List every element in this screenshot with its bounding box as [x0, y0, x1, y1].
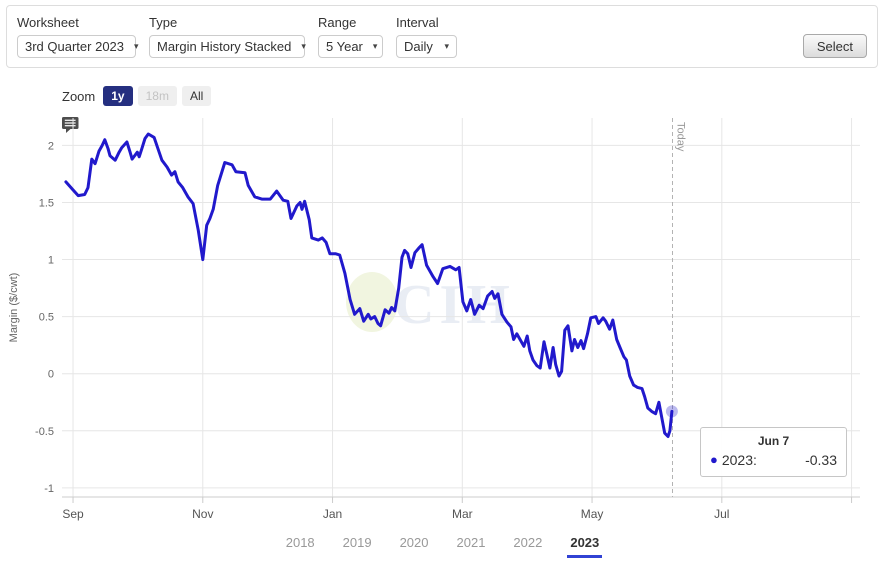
annotation-icon[interactable] — [61, 116, 80, 134]
worksheet-dropdown[interactable]: 3rd Quarter 2023 ▾ — [17, 35, 139, 58]
chevron-down-icon: ▾ — [134, 41, 139, 51]
svg-text:May: May — [581, 507, 604, 521]
type-dropdown[interactable]: Margin History Stacked ▾ — [149, 35, 306, 58]
year-tab-2020[interactable]: 2020 — [399, 535, 429, 550]
zoom-label: Zoom — [62, 88, 96, 104]
chart-tooltip: Jun 7 ● 2023: -0.33 — [700, 427, 847, 477]
zoom-button-18m[interactable]: 18m — [137, 86, 177, 106]
watermark: CIH — [346, 272, 515, 336]
y-axis-title: Margin ($/cwt) — [8, 273, 20, 343]
zoom-button-all[interactable]: All — [181, 86, 212, 106]
hovered-point-halo — [665, 405, 678, 418]
interval-value: Daily — [404, 39, 433, 54]
tooltip-date: Jun 7 — [757, 434, 790, 448]
svg-text:-0.5: -0.5 — [35, 426, 54, 438]
margin-history-chart[interactable]: CIH 2 1.5 1 0.5 0 -0.5 -1 Sep Nov Jan Mar May Jul Marg… — [0, 80, 885, 525]
series-line-2023 — [64, 132, 674, 438]
svg-text:Jul: Jul — [714, 507, 729, 521]
svg-text:2: 2 — [48, 140, 54, 152]
year-tab-2023[interactable]: 2023 — [567, 532, 603, 558]
range-value: 5 Year — [326, 39, 363, 54]
range-label: Range — [318, 15, 357, 30]
tooltip-value: -0.33 — [805, 452, 837, 468]
worksheet-label: Worksheet — [17, 15, 79, 30]
worksheet-value: 3rd Quarter 2023 — [25, 39, 125, 54]
type-label: Type — [149, 15, 178, 30]
year-tab-2021[interactable]: 2021 — [456, 535, 486, 550]
tooltip-series-label: 2023: — [721, 452, 757, 468]
interval-field: Interval Daily ▾ — [396, 15, 457, 58]
today-label: Today — [675, 122, 687, 152]
interval-label: Interval — [396, 15, 439, 30]
select-button[interactable]: Select — [802, 34, 867, 58]
zoom-controls: Zoom 1y 18m All — [62, 86, 212, 106]
svg-text:1.5: 1.5 — [39, 197, 54, 209]
year-tab-2018[interactable]: 2018 — [285, 535, 315, 550]
svg-text:0: 0 — [48, 369, 54, 381]
year-nav: 2018 2019 2020 2021 2022 2023 — [0, 532, 885, 558]
chevron-down-icon: ▾ — [372, 41, 378, 51]
year-tab-2022[interactable]: 2022 — [513, 535, 543, 550]
svg-text:1: 1 — [48, 255, 54, 267]
worksheet-field: Worksheet 3rd Quarter 2023 ▾ — [17, 15, 139, 58]
type-field: Type Margin History Stacked ▾ — [149, 15, 306, 58]
svg-text:Jan: Jan — [323, 507, 342, 521]
interval-dropdown[interactable]: Daily ▾ — [396, 35, 457, 58]
svg-text:Mar: Mar — [452, 507, 473, 521]
zoom-button-1y[interactable]: 1y — [103, 86, 133, 106]
svg-text:0.5: 0.5 — [39, 312, 54, 324]
x-gridlines: Sep Nov Jan Mar May Jul — [62, 118, 853, 521]
range-dropdown[interactable]: 5 Year ▾ — [318, 35, 383, 58]
series-bullet-icon: ● — [710, 452, 718, 467]
tooltip-row: ● 2023: -0.33 — [710, 452, 837, 468]
year-tab-2019[interactable]: 2019 — [342, 535, 372, 550]
svg-text:CIH: CIH — [394, 274, 515, 336]
chevron-down-icon: ▾ — [444, 41, 449, 51]
svg-text:-1: -1 — [44, 483, 54, 495]
range-field: Range 5 Year ▾ — [318, 15, 383, 58]
svg-text:Nov: Nov — [192, 507, 213, 521]
toolbar: Worksheet 3rd Quarter 2023 ▾ Type Margin… — [6, 5, 878, 68]
chevron-down-icon: ▾ — [301, 41, 306, 51]
type-value: Margin History Stacked — [157, 39, 292, 54]
svg-text:Sep: Sep — [62, 507, 84, 521]
